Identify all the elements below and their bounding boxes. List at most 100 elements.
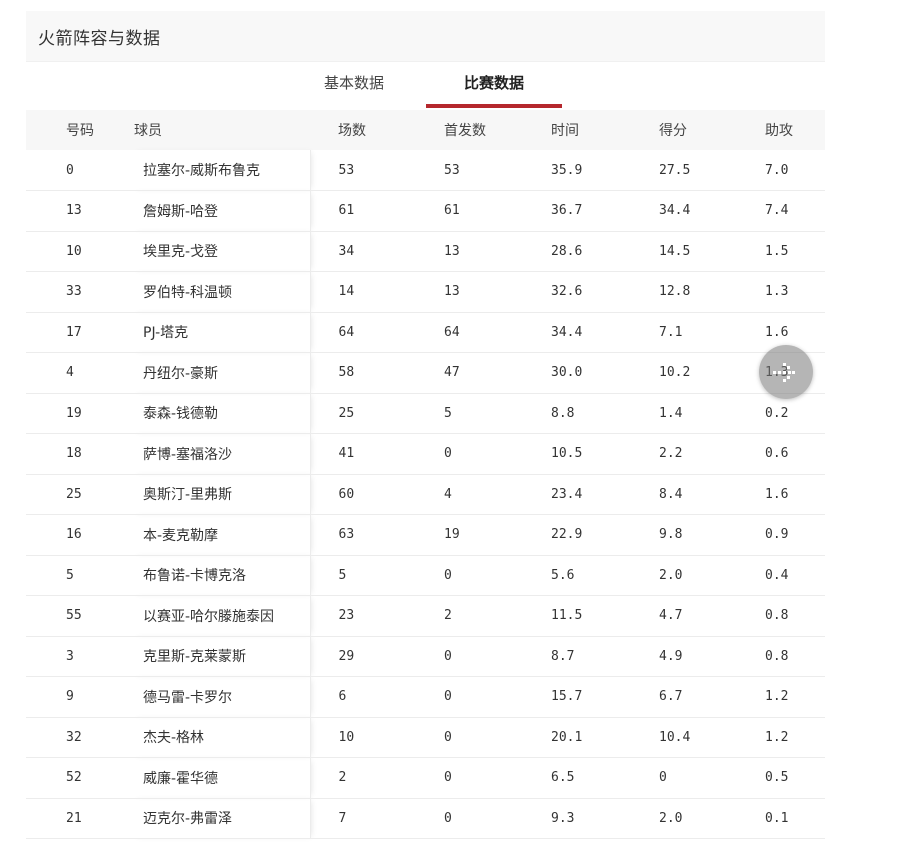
col-header-number: 号码 bbox=[66, 123, 94, 139]
col-header-games: 场数 bbox=[338, 123, 366, 139]
cell-minutes: 22.9 bbox=[551, 527, 583, 543]
stats-table-body: 0 拉塞尔-威斯布鲁克 53 53 35.9 27.5 7.0 13 詹姆斯-哈登 61 61 36.… bbox=[26, 150, 825, 839]
arrow-right-icon-glyph bbox=[773, 363, 795, 382]
table-header-row: 号码 球员 场数 首发数 时间 得分 助攻 bbox=[26, 110, 825, 150]
cell-points: 4.7 bbox=[659, 608, 683, 624]
cell-number: 21 bbox=[66, 810, 82, 826]
table-row: 5 布鲁诺-卡博克洛 5 0 5.6 2.0 0.4 bbox=[26, 555, 825, 596]
cell-player[interactable]: 罗伯特-科温顿 bbox=[130, 271, 311, 312]
col-header-player: 球员 bbox=[134, 123, 162, 139]
cell-games: 6 bbox=[338, 689, 347, 705]
cell-starts: 5 bbox=[444, 405, 452, 421]
cell-minutes: 32.6 bbox=[551, 284, 583, 300]
cell-player[interactable]: 詹姆斯-哈登 bbox=[130, 190, 311, 231]
cell-assists: 0.6 bbox=[765, 446, 789, 462]
cell-player[interactable]: 布鲁诺-卡博克洛 bbox=[130, 555, 311, 596]
cell-starts: 2 bbox=[444, 608, 452, 624]
cell-minutes: 35.9 bbox=[551, 162, 583, 178]
cell-games: 29 bbox=[338, 648, 355, 664]
cell-minutes: 11.5 bbox=[551, 608, 583, 624]
cell-starts: 0 bbox=[444, 446, 452, 462]
cell-player[interactable]: 奥斯汀-里弗斯 bbox=[130, 474, 311, 515]
cell-points: 2.2 bbox=[659, 446, 683, 462]
cell-player[interactable]: 威廉-霍华德 bbox=[130, 757, 311, 798]
cell-starts: 0 bbox=[444, 689, 452, 705]
cell-player[interactable]: 以赛亚-哈尔滕施泰因 bbox=[130, 595, 311, 636]
cell-points: 2.0 bbox=[659, 567, 683, 583]
col-header-starts: 首发数 bbox=[444, 123, 486, 139]
cell-starts: 4 bbox=[444, 486, 452, 502]
cell-player[interactable]: PJ-塔克 bbox=[130, 312, 311, 353]
cell-assists: 7.4 bbox=[765, 203, 789, 219]
tab-basic-stats[interactable]: 基本数据 bbox=[323, 74, 384, 92]
cell-games: 41 bbox=[338, 446, 355, 462]
cell-games: 10 bbox=[338, 729, 355, 745]
arrow-right-icon[interactable] bbox=[759, 345, 813, 399]
cell-assists: 0.4 bbox=[765, 567, 789, 583]
cell-number: 10 bbox=[66, 243, 82, 259]
cell-minutes: 8.8 bbox=[551, 405, 575, 421]
col-header-points: 得分 bbox=[659, 123, 687, 139]
table-row: 16 本-麦克勒摩 63 19 22.9 9.8 0.9 bbox=[26, 514, 825, 555]
cell-games: 61 bbox=[338, 203, 355, 219]
cell-starts: 64 bbox=[444, 324, 460, 340]
cell-assists: 0.9 bbox=[765, 527, 789, 543]
cell-player[interactable]: 泰森-钱德勒 bbox=[130, 393, 311, 434]
cell-points: 4.9 bbox=[659, 648, 683, 664]
cell-starts: 0 bbox=[444, 729, 452, 745]
cell-number: 55 bbox=[66, 608, 82, 624]
cell-games: 53 bbox=[338, 162, 355, 178]
cell-player[interactable]: 杰夫-格林 bbox=[130, 717, 311, 758]
cell-player[interactable]: 埃里克-戈登 bbox=[130, 231, 311, 272]
cell-minutes: 36.7 bbox=[551, 203, 583, 219]
cell-assists: 1.2 bbox=[765, 729, 789, 745]
cell-minutes: 6.5 bbox=[551, 770, 575, 786]
cell-games: 23 bbox=[338, 608, 355, 624]
cell-starts: 13 bbox=[444, 284, 460, 300]
cell-starts: 53 bbox=[444, 162, 460, 178]
table-row: 19 泰森-钱德勒 25 5 8.8 1.4 0.2 bbox=[26, 393, 825, 434]
table-row: 13 詹姆斯-哈登 61 61 36.7 34.4 7.4 bbox=[26, 190, 825, 231]
cell-assists: 1.6 bbox=[765, 486, 789, 502]
table-row: 33 罗伯特-科温顿 14 13 32.6 12.8 1.3 bbox=[26, 271, 825, 312]
cell-games: 2 bbox=[338, 770, 347, 786]
cell-minutes: 23.4 bbox=[551, 486, 583, 502]
cell-games: 34 bbox=[338, 243, 355, 259]
cell-player[interactable]: 本-麦克勒摩 bbox=[130, 514, 311, 555]
cell-assists: 1.5 bbox=[765, 243, 789, 259]
cell-number: 52 bbox=[66, 770, 82, 786]
cell-games: 14 bbox=[338, 284, 355, 300]
cell-points: 10.2 bbox=[659, 365, 691, 381]
cell-player[interactable]: 迈克尔-弗雷泽 bbox=[130, 798, 311, 839]
cell-player[interactable]: 德马雷-卡罗尔 bbox=[130, 676, 311, 717]
cell-minutes: 34.4 bbox=[551, 324, 583, 340]
cell-points: 2.0 bbox=[659, 810, 683, 826]
cell-number: 17 bbox=[66, 324, 82, 340]
cell-assists: 0.2 bbox=[765, 405, 789, 421]
cell-player[interactable]: 拉塞尔-威斯布鲁克 bbox=[130, 150, 311, 191]
cell-points: 8.4 bbox=[659, 486, 683, 502]
cell-games: 7 bbox=[338, 810, 347, 826]
cell-starts: 47 bbox=[444, 365, 460, 381]
cell-number: 25 bbox=[66, 486, 82, 502]
cell-minutes: 5.6 bbox=[551, 567, 575, 583]
cell-player[interactable]: 克里斯-克莱蒙斯 bbox=[130, 636, 311, 677]
cell-player[interactable]: 萨博-塞福洛沙 bbox=[130, 433, 311, 474]
cell-player[interactable]: 丹纽尔-豪斯 bbox=[130, 352, 311, 393]
table-row: 55 以赛亚-哈尔滕施泰因 23 2 11.5 4.7 0.8 bbox=[26, 595, 825, 636]
col-header-minutes: 时间 bbox=[551, 123, 579, 139]
cell-games: 63 bbox=[338, 527, 355, 543]
table-row: 17 PJ-塔克 64 64 34.4 7.1 1.6 bbox=[26, 312, 825, 353]
panel-title: 火箭阵容与数据 bbox=[38, 28, 161, 49]
cell-points: 27.5 bbox=[659, 162, 691, 178]
cell-points: 14.5 bbox=[659, 243, 691, 259]
table-row: 9 德马雷-卡罗尔 6 0 15.7 6.7 1.2 bbox=[26, 676, 825, 717]
cell-points: 0 bbox=[659, 770, 667, 786]
cell-starts: 0 bbox=[444, 810, 452, 826]
cell-number: 33 bbox=[66, 284, 82, 300]
cell-points: 34.4 bbox=[659, 203, 691, 219]
tab-game-stats[interactable]: 比赛数据 bbox=[426, 62, 562, 108]
table-row: 0 拉塞尔-威斯布鲁克 53 53 35.9 27.5 7.0 bbox=[26, 150, 825, 191]
cell-number: 18 bbox=[66, 446, 82, 462]
stats-table: 号码 球员 场数 首发数 时间 得分 助攻 0 拉塞尔-威斯布鲁克 53 53 35.9… bbox=[26, 110, 825, 839]
